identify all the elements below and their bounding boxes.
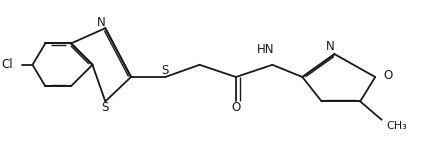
Text: S: S [162,64,169,77]
Text: O: O [231,101,240,114]
Text: N: N [97,16,106,28]
Text: Cl: Cl [2,58,13,71]
Text: HN: HN [257,43,275,56]
Text: CH₃: CH₃ [386,121,406,131]
Text: O: O [383,69,392,82]
Text: N: N [326,40,335,53]
Text: S: S [102,101,109,114]
